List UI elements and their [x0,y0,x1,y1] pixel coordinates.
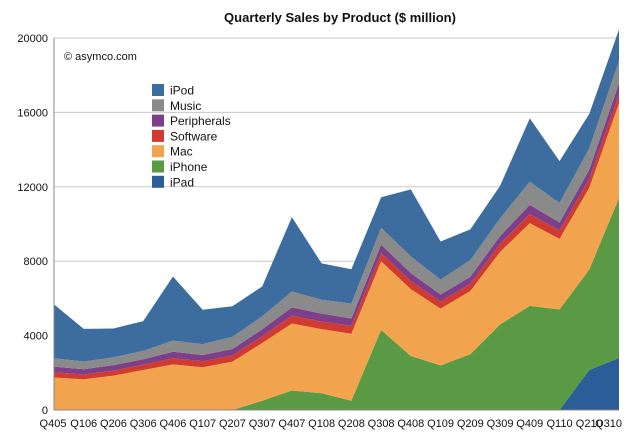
y-tick-label: 8000 [24,256,48,268]
legend-swatch-music [152,99,164,112]
x-tick-label: Q209 [457,418,484,430]
legend-label-ipod: iPod [170,84,194,98]
x-tick-label: Q108 [308,418,335,430]
y-tick-label: 4000 [24,331,48,343]
legend-swatch-ipad [152,175,164,188]
area-ipod [54,29,619,362]
chart-title: Quarterly Sales by Product ($ million) [224,10,456,25]
x-tick-label: Q405 [40,418,67,430]
y-tick-label: 12000 [17,182,48,194]
legend-label-software: Software [170,129,218,143]
x-tick-label: Q407 [278,418,305,430]
x-tick-label: Q307 [249,418,276,430]
x-axis-ticks: Q405 Q106 Q206 Q306 Q406 Q107 Q207 Q307 Q407 Q108… [40,418,622,430]
x-tick-label: Q409 [516,418,543,430]
x-tick-label: Q406 [159,418,186,430]
legend-label-iphone: iPhone [170,160,208,174]
x-tick-label: Q106 [70,418,97,430]
area-peripherals [54,83,619,375]
legend-swatch-software [152,129,164,142]
credit-text: © asymco.com [64,51,137,63]
plot-frame [53,38,619,411]
x-tick-label: Q308 [368,418,395,430]
legend-label-mac: Mac [170,145,193,159]
x-tick-label: Q210 [576,418,603,430]
x-tick-label: Q206 [100,418,127,430]
y-tick-label: 16000 [17,107,48,119]
x-tick-label: Q107 [189,418,216,430]
legend-label-peripherals: Peripherals [170,114,231,128]
y-tick-label: 20000 [17,33,48,45]
x-tick-label: Q309 [487,418,514,430]
area-mac [54,103,619,410]
y-tick-label: 0 [42,405,48,417]
legend-label-ipad: iPad [170,175,194,189]
legend-label-music: Music [170,99,201,113]
legend-swatch-peripherals [152,114,164,127]
x-tick-label: Q110 [546,418,572,430]
x-tick-label: Q207 [219,418,246,430]
series-areas [54,29,619,410]
legend-swatch-ipod [152,84,164,96]
x-tick-label: Q408 [397,418,424,430]
area-music [54,61,619,370]
legend-swatch-mac [152,145,164,158]
x-tick-label: Q310 [595,418,622,430]
y-axis-ticks: 0 4000 8000 12000 16000 20000 [17,33,48,417]
x-tick-label: Q208 [338,418,365,430]
x-tick-label: Q109 [427,418,454,430]
area-iphone [54,197,619,410]
x-tick-label: Q306 [130,418,157,430]
legend-swatch-iphone [152,160,164,173]
